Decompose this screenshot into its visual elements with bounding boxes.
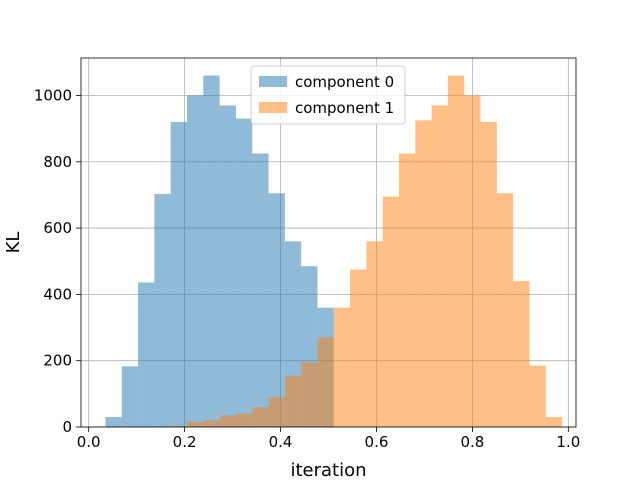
- histogram-bar-component-0: [268, 193, 285, 427]
- histogram-bar-component-1: [301, 362, 318, 427]
- histogram-bar-component-0: [252, 153, 269, 427]
- histogram-bar-component-1: [480, 121, 497, 428]
- histogram-bar-component-0: [154, 193, 171, 427]
- histogram-bar-component-1: [235, 413, 253, 427]
- x-tick-label: 1.0: [556, 433, 580, 451]
- y-tick-label: 0: [62, 418, 72, 436]
- x-tick-label: 0.0: [77, 433, 101, 451]
- histogram-bar-component-0: [219, 105, 236, 428]
- histogram-bar-component-1: [529, 365, 546, 427]
- histogram-bar-component-1: [170, 426, 188, 427]
- histogram-bar-component-1: [187, 422, 204, 427]
- histogram-bar-component-1: [268, 397, 285, 427]
- histogram-bar-component-1: [447, 75, 465, 428]
- legend: component 0 component 1: [250, 65, 406, 125]
- y-tick-label: 800: [43, 153, 72, 171]
- histogram-bar-component-1: [203, 420, 220, 427]
- histogram-bar-component-1: [431, 105, 448, 428]
- histogram-bar-component-1: [464, 95, 481, 427]
- histogram-bar-component-1: [415, 120, 432, 427]
- y-tick-label: 200: [43, 352, 72, 370]
- histogram-bar-component-1: [333, 307, 351, 427]
- histogram-bar-component-1: [496, 193, 514, 427]
- y-tick-label: 1000: [34, 86, 72, 104]
- legend-swatch-component-1: [259, 102, 287, 113]
- y-axis-label: KL: [3, 232, 24, 254]
- histogram-bar-component-0: [138, 282, 155, 427]
- x-tick-label: 0.4: [269, 433, 293, 451]
- histogram-bar-component-1: [317, 337, 334, 427]
- y-tick-label: 400: [43, 285, 72, 303]
- histogram-bar-component-0: [121, 366, 139, 427]
- x-tick-label: 0.2: [173, 433, 197, 451]
- histogram-bar-component-1: [252, 407, 269, 427]
- y-tick-label: 600: [43, 219, 72, 237]
- ticks-layer: 0.0 0.2 0.4 0.6 0.8 1.0 0 200 400 600 800 1000: [34, 86, 580, 451]
- legend-swatch-component-0: [259, 76, 287, 87]
- x-axis-label: iteration: [290, 460, 366, 480]
- legend-label-component-1: component 1: [295, 99, 394, 117]
- histogram-bar-component-0: [203, 75, 220, 428]
- histogram-bar-component-1: [366, 241, 383, 427]
- x-tick-label: 0.8: [460, 433, 484, 451]
- legend-box: [250, 65, 406, 125]
- bars-layer: [105, 75, 563, 428]
- histogram-bar-component-1: [284, 375, 302, 427]
- histogram-bar-component-1: [513, 281, 530, 427]
- histogram-bar-component-1: [219, 415, 236, 427]
- histogram-bar-component-1: [350, 269, 367, 427]
- histogram-bar-component-0: [170, 121, 188, 428]
- x-tick-label: 0.6: [365, 433, 389, 451]
- histogram-bar-component-0: [235, 118, 253, 428]
- histogram-bar-component-1: [382, 196, 400, 427]
- histogram-bar-component-0: [105, 417, 122, 427]
- legend-label-component-0: component 0: [295, 73, 394, 91]
- histogram-bar-component-1: [545, 417, 563, 427]
- histogram-bar-component-0: [187, 95, 204, 427]
- histogram-bar-component-1: [399, 153, 416, 427]
- axes-frame: [80, 57, 577, 428]
